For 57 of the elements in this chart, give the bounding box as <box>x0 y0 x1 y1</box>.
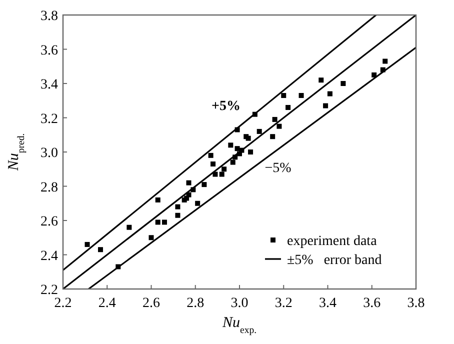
y-tick-label: 3.6 <box>40 43 58 58</box>
point <box>270 134 276 140</box>
point <box>186 192 192 198</box>
point <box>212 172 218 177</box>
y-tick-label: 3.2 <box>40 112 58 127</box>
point <box>276 124 282 129</box>
point <box>219 172 224 177</box>
legend-label: experiment data <box>287 234 378 249</box>
point <box>382 58 388 64</box>
point <box>248 150 254 154</box>
point <box>222 166 227 172</box>
x-tick-label: 3.2 <box>274 296 292 311</box>
point <box>148 235 154 240</box>
y-tick-label: 3.4 <box>40 78 58 92</box>
y-tick-label: 2.6 <box>40 214 58 230</box>
point <box>84 242 90 247</box>
point <box>202 182 207 188</box>
point <box>186 180 192 186</box>
point <box>281 92 286 98</box>
annotation: −5% <box>264 161 292 176</box>
point <box>323 103 328 108</box>
point <box>126 224 132 230</box>
point <box>298 92 304 98</box>
point <box>208 152 214 158</box>
point <box>210 161 216 166</box>
y-tick-label: 2.4 <box>40 248 58 264</box>
annotation: +5% <box>212 99 240 114</box>
point <box>318 78 324 83</box>
point <box>98 247 104 252</box>
x-tick-label: 2.6 <box>142 296 160 311</box>
x-axis-title: Nu$_{exp.}$ <box>221 315 257 336</box>
point <box>272 116 278 122</box>
y-tick-label: 2.8 <box>40 180 58 196</box>
point <box>155 220 160 225</box>
point <box>327 91 332 96</box>
x-tick-label: 2.2 <box>54 296 72 311</box>
point <box>340 81 346 86</box>
point <box>195 200 200 206</box>
x-tick-label: 3.6 <box>363 296 381 311</box>
point <box>286 104 291 110</box>
point <box>175 212 180 218</box>
point <box>162 220 167 225</box>
point <box>256 128 262 134</box>
point <box>228 142 234 148</box>
y-tick-label: 3.0 <box>40 146 58 161</box>
y-tick-label: 3.8 <box>40 9 58 24</box>
point <box>230 160 236 165</box>
x-tick-label: 2.8 <box>186 296 204 311</box>
x-tick-label: 3.8 <box>407 296 425 311</box>
x-tick-label: 3.4 <box>319 296 336 311</box>
point <box>372 72 377 78</box>
y-tick-label: 2.2 <box>40 283 58 298</box>
point <box>155 197 160 202</box>
point <box>175 204 180 210</box>
x-tick-label: 2.4 <box>98 296 116 311</box>
x-tick-label: 3.0 <box>230 296 248 311</box>
legend-label: ±5% error band <box>287 253 382 268</box>
